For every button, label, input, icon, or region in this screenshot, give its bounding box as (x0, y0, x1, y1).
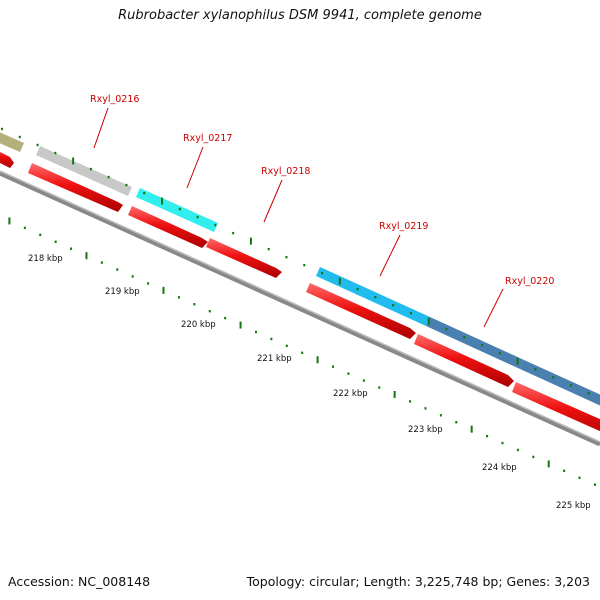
leader-rxyl-0217 (186, 146, 204, 189)
scale-label: 224 kbp (482, 463, 517, 473)
leader-rxyl-0220 (483, 288, 504, 328)
leader-rxyl-0219 (379, 234, 401, 277)
gene-block-prev[interactable] (0, 128, 24, 152)
scale-label: 219 kbp (105, 287, 140, 297)
scale-label: 218 kbp (28, 254, 63, 264)
gene-block-rxyl-0220[interactable] (426, 317, 524, 369)
accession-text: Accession: NC_008148 (8, 574, 151, 589)
outer-tick-row (1, 127, 590, 395)
scale-tick-row (8, 217, 596, 486)
cds-arrow[interactable] (128, 206, 208, 248)
cds-arrow[interactable] (306, 283, 416, 339)
gene-block-rxyl-0219[interactable] (316, 267, 430, 326)
cds-arrow[interactable] (0, 147, 14, 168)
gene-label-rxyl-0217[interactable]: Rxyl_0217 (183, 133, 232, 144)
gene-label-rxyl-0219[interactable]: Rxyl_0219 (379, 221, 428, 232)
scale-label: 222 kbp (333, 389, 368, 399)
scale-label: 223 kbp (408, 425, 443, 435)
gene-label-rxyl-0218[interactable]: Rxyl_0218 (261, 166, 310, 177)
gene-label-rxyl-0216[interactable]: Rxyl_0216 (90, 94, 139, 105)
map-title: Rubrobacter xylanophilus DSM 9941, compl… (118, 8, 482, 23)
genome-summary-text: Topology: circular; Length: 3,225,748 bp… (246, 574, 590, 589)
cds-arrow[interactable] (206, 238, 282, 278)
gene-block-rxyl-0216[interactable] (36, 146, 132, 196)
cds-track (0, 147, 600, 440)
gene-block-rxyl-0217[interactable] (136, 188, 218, 232)
cds-arrow[interactable] (512, 382, 600, 440)
gene-label-rxyl-0220[interactable]: Rxyl_0220 (505, 276, 554, 287)
gene-block-rxyl-0220b[interactable] (520, 360, 600, 410)
scale-label: 225 kbp (556, 501, 591, 511)
scale-label: 220 kbp (181, 320, 216, 330)
genome-backbone (0, 170, 600, 447)
gene-label-leaders (93, 107, 504, 328)
leader-rxyl-0218 (263, 179, 283, 223)
cds-arrow[interactable] (414, 334, 514, 387)
scale-label: 221 kbp (257, 354, 292, 364)
gene-track (0, 128, 600, 410)
leader-rxyl-0216 (93, 107, 109, 149)
cds-arrow[interactable] (28, 163, 123, 212)
